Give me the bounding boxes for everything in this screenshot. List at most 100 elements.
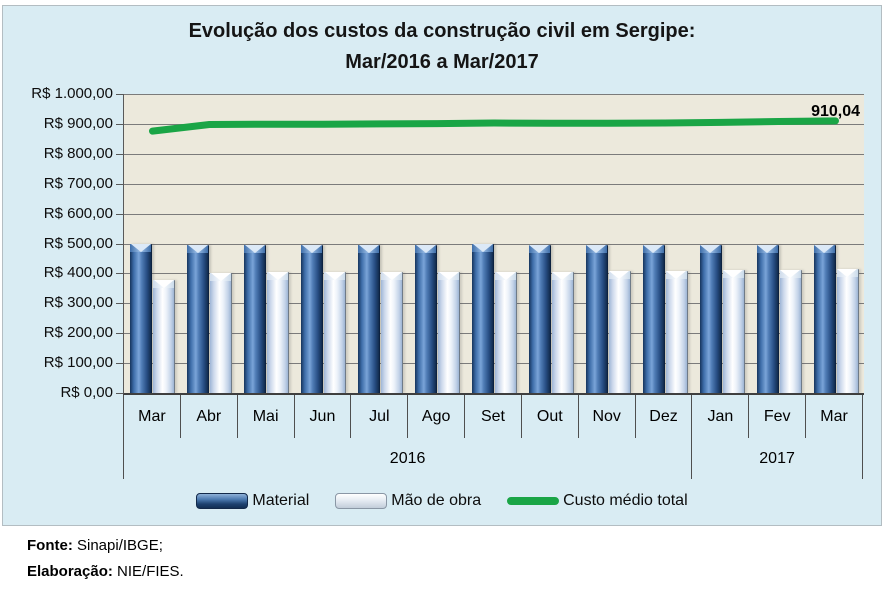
bar-notch bbox=[780, 269, 801, 278]
y-tick-mark bbox=[116, 333, 123, 335]
bar-material-abr-1 bbox=[187, 245, 210, 393]
x-tick-abr-1: Abr bbox=[181, 395, 238, 438]
footer-fonte-label: Fonte: bbox=[27, 537, 73, 554]
bar-mao-de-obra-dez-9 bbox=[665, 271, 688, 393]
bar-material-jan-10 bbox=[699, 245, 722, 393]
gridline bbox=[124, 273, 864, 275]
bar-notch bbox=[244, 245, 265, 254]
bar-notch bbox=[438, 271, 459, 280]
bar-mao-de-obra-nov-8 bbox=[608, 271, 631, 393]
bar-mao-de-obra-jul-4 bbox=[381, 272, 404, 393]
y-tick-label: R$ 600,00 bbox=[43, 204, 113, 222]
y-tick-label: R$ 0,00 bbox=[60, 384, 113, 401]
legend-item-mao-de-obra: Mão de obra bbox=[335, 492, 481, 510]
footer-elaboracao-label: Elaboração: bbox=[27, 563, 113, 580]
bar-notch bbox=[723, 270, 744, 279]
y-tick-mark bbox=[116, 303, 123, 305]
y-tick-label: R$ 900,00 bbox=[43, 114, 113, 132]
legend-label-material: Material bbox=[252, 492, 310, 509]
bar-material-out-7 bbox=[528, 244, 551, 393]
x-tick-jun-3: Jun bbox=[295, 395, 352, 438]
gridline bbox=[124, 94, 864, 95]
x-tick-set-6: Set bbox=[465, 395, 522, 438]
chart-area: Evolução dos custos da construção civil … bbox=[2, 5, 882, 526]
bar-material-mar-0 bbox=[130, 244, 153, 393]
y-tick-mark bbox=[116, 94, 123, 95]
bar-notch bbox=[757, 245, 778, 253]
bar-notch bbox=[643, 245, 664, 253]
x-tick-dez-9: Dez bbox=[636, 395, 693, 438]
bar-notch bbox=[324, 272, 345, 281]
y-tick-label: R$ 200,00 bbox=[43, 324, 113, 342]
x-tick-jul-4: Jul bbox=[351, 395, 409, 438]
footer: Fonte: Sinapi/IBGE; Elaboração: NIE/FIES… bbox=[27, 533, 184, 585]
y-tick-mark bbox=[116, 123, 123, 125]
y-tick-mark bbox=[116, 153, 123, 155]
line-series-custo-medio-total bbox=[149, 117, 839, 135]
chart-title-line2: Mar/2016 a Mar/2017 bbox=[345, 51, 539, 73]
bar-mao-de-obra-fev-11 bbox=[779, 269, 802, 393]
gridline bbox=[124, 363, 864, 365]
gridline bbox=[124, 303, 864, 305]
bar-mao-de-obra-set-6 bbox=[495, 271, 517, 393]
legend-label-mao-de-obra: Mão de obra bbox=[391, 492, 482, 509]
y-tick-label: R$ 100,00 bbox=[43, 354, 113, 372]
bar-mao-de-obra-jun-3 bbox=[324, 272, 347, 393]
x-axis-year-2016: 2016 bbox=[123, 438, 693, 479]
footer-fonte: Fonte: Sinapi/IBGE; bbox=[27, 533, 184, 559]
bar-notch bbox=[472, 244, 493, 253]
bar-mao-de-obra-mai-2 bbox=[267, 272, 290, 393]
x-tick-jan-10: Jan bbox=[692, 395, 750, 438]
legend-label-custo-medio-total: Custo médio total bbox=[563, 492, 688, 509]
bar-notch bbox=[700, 245, 721, 254]
gridline bbox=[124, 243, 864, 245]
bar-notch bbox=[130, 244, 151, 253]
bar-mao-de-obra-mar-0 bbox=[153, 279, 176, 393]
bar-notch bbox=[609, 271, 630, 280]
custo-medio-line-swatch-icon bbox=[507, 497, 560, 505]
gridline bbox=[124, 333, 864, 335]
bar-material-set-6 bbox=[472, 244, 494, 393]
bar-notch bbox=[495, 271, 516, 280]
bar-notch bbox=[552, 271, 573, 280]
y-tick-label: R$ 800,00 bbox=[43, 144, 113, 162]
bar-notch bbox=[267, 272, 288, 281]
x-axis-year-2017: 2017 bbox=[692, 438, 863, 479]
bar-notch bbox=[153, 279, 174, 288]
bar-material-mai-2 bbox=[244, 245, 267, 393]
gridline bbox=[124, 183, 864, 185]
bar-mao-de-obra-jan-10 bbox=[722, 270, 745, 393]
bar-notch bbox=[210, 272, 231, 281]
bar-notch bbox=[666, 271, 687, 280]
bar-notch bbox=[301, 245, 322, 253]
y-tick-mark bbox=[116, 213, 123, 215]
y-tick-label: R$ 500,00 bbox=[43, 234, 113, 252]
bar-material-nov-8 bbox=[585, 245, 608, 393]
gridline bbox=[124, 213, 864, 215]
bar-notch bbox=[381, 272, 402, 281]
bar-notch bbox=[529, 244, 550, 253]
x-tick-fev-11: Fev bbox=[749, 395, 807, 438]
bar-material-jul-4 bbox=[358, 244, 381, 393]
bar-material-ago-5 bbox=[415, 244, 438, 393]
y-tick-label: R$ 700,00 bbox=[43, 174, 113, 192]
bar-material-jun-3 bbox=[301, 245, 324, 393]
bar-notch bbox=[837, 268, 858, 277]
footer-elaboracao: Elaboração: NIE/FIES. bbox=[27, 559, 184, 585]
bar-material-fev-11 bbox=[756, 245, 779, 393]
bar-notch bbox=[814, 245, 835, 253]
bar-mao-de-obra-mar-12 bbox=[836, 268, 859, 393]
chart-title-line1: Evolução dos custos da construção civil … bbox=[188, 20, 696, 42]
legend-item-custo-medio-total: Custo médio total bbox=[507, 492, 688, 510]
bar-mao-de-obra-abr-1 bbox=[210, 272, 233, 393]
x-axis-months: Mar Abr Mai Jun Jul Ago Set Out Nov Dez Jan Fev Mar bbox=[123, 395, 863, 438]
footer-elaboracao-value: NIE/FIES. bbox=[117, 563, 184, 580]
gridline bbox=[124, 153, 864, 155]
bar-material-dez-9 bbox=[642, 245, 665, 393]
y-tick-mark bbox=[116, 363, 123, 365]
y-tick-label: R$ 400,00 bbox=[43, 264, 113, 282]
bar-notch bbox=[415, 244, 436, 253]
x-tick-mai-2: Mai bbox=[238, 395, 295, 438]
x-tick-mar-0: Mar bbox=[123, 395, 181, 438]
